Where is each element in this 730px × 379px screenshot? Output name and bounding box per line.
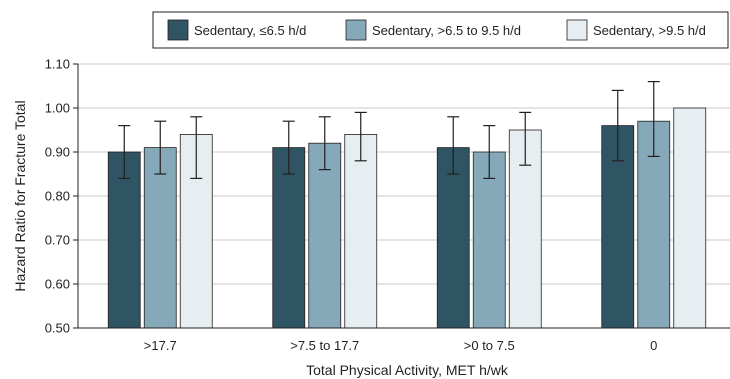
- legend-item-sedentary-low: Sedentary, ≤6.5 h/d: [167, 19, 306, 41]
- error-bar-series-0-cat-3: [611, 89, 624, 162]
- error-bar-series-0-cat-1: [282, 120, 295, 175]
- legend-swatch-sedentary-mid: [345, 19, 367, 41]
- y-tick-label: 1.10: [45, 57, 70, 72]
- error-bar-series-2-cat-2: [519, 111, 532, 166]
- bar-series-2-cat-1: [344, 133, 378, 329]
- bar-series-2-cat-3: [673, 107, 707, 329]
- error-bar-series-1-cat-1: [318, 116, 331, 171]
- error-bar-series-2-cat-1: [354, 111, 367, 162]
- legend-item-sedentary-high: Sedentary, >9.5 h/d: [566, 19, 706, 41]
- x-tick-label: >0 to 7.5: [464, 338, 515, 353]
- legend: Sedentary, ≤6.5 h/d Sedentary, >6.5 to 9…: [152, 11, 729, 49]
- x-tick-label: >7.5 to 17.7: [290, 338, 359, 353]
- bar-series-1-cat-0: [143, 147, 177, 329]
- legend-label-sedentary-high: Sedentary, >9.5 h/d: [593, 23, 706, 38]
- y-tick-label: 0.90: [45, 145, 70, 160]
- bar-series-0-cat-1: [272, 147, 306, 329]
- legend-swatch-sedentary-low: [167, 19, 189, 41]
- y-tick-label: 0.60: [45, 277, 70, 292]
- bar-series-1-cat-2: [472, 151, 506, 329]
- bar-series-0-cat-0: [107, 151, 141, 329]
- error-bar-series-1-cat-2: [483, 124, 496, 179]
- error-bar-series-0-cat-0: [118, 124, 131, 179]
- x-tick-label: 0: [650, 338, 657, 353]
- y-tick-label: 0.80: [45, 189, 70, 204]
- axes: 0.50 0.60 0.70 0.80 0.90 1.00 1.10 >17.7 >7.5 to…: [45, 57, 730, 353]
- error-bars: [118, 80, 660, 179]
- bar-series-1-cat-1: [308, 142, 342, 329]
- error-bar-series-1-cat-3: [647, 80, 660, 157]
- error-bar-series-1-cat-0: [154, 120, 167, 175]
- legend-label-sedentary-mid: Sedentary, >6.5 to 9.5 h/d: [372, 23, 521, 38]
- error-bar-series-0-cat-2: [447, 116, 460, 175]
- legend-item-sedentary-mid: Sedentary, >6.5 to 9.5 h/d: [345, 19, 521, 41]
- y-tick-label: 0.50: [45, 321, 70, 336]
- y-tick-label: 1.00: [45, 101, 70, 116]
- bars: [107, 107, 707, 329]
- legend-frame: [152, 11, 729, 49]
- legend-swatch-sedentary-high: [566, 19, 588, 41]
- y-tick-label: 0.70: [45, 233, 70, 248]
- error-bar-series-2-cat-0: [190, 116, 203, 179]
- y-axis-title: Hazard Ratio for Fracture Total: [12, 100, 28, 291]
- legend-label-sedentary-low: Sedentary, ≤6.5 h/d: [194, 23, 306, 38]
- x-tick-label: >17.7: [144, 338, 177, 353]
- bar-series-0-cat-2: [436, 147, 470, 329]
- x-axis-title: Total Physical Activity, MET h/wk: [306, 362, 509, 378]
